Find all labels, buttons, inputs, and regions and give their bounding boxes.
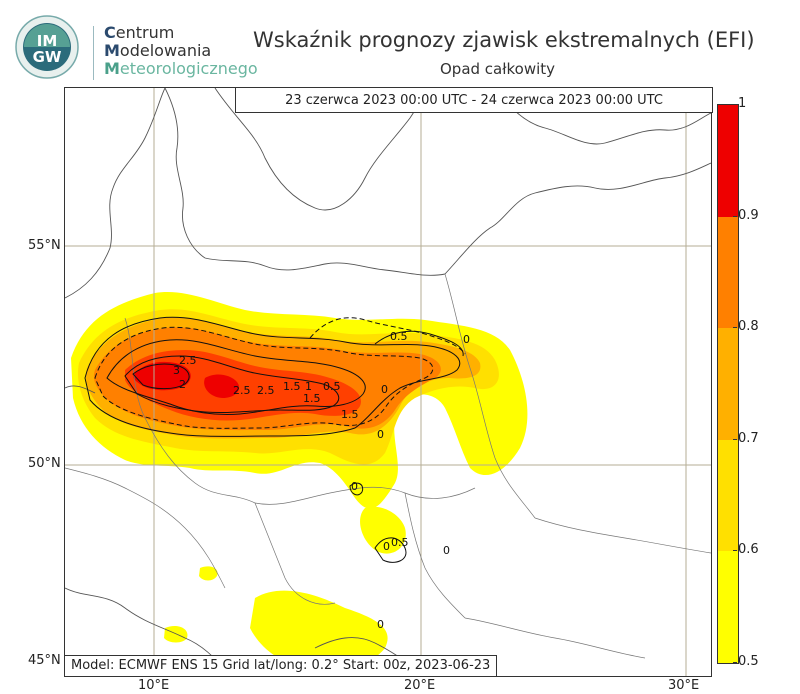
lat-label-45: 45°N: [28, 653, 61, 668]
colorbar-segment: [718, 551, 738, 663]
org-line2-cap: M: [104, 41, 120, 60]
contour-label: 2.5: [179, 354, 197, 367]
contour-label: 0: [443, 544, 450, 557]
coastlines: [65, 88, 711, 676]
page-title: Wskaźnik prognozy zjawisk ekstremalnych …: [253, 28, 755, 52]
colorbar-tick: [733, 104, 737, 105]
org-line1-cap: C: [104, 23, 116, 42]
efi-region-extra: [199, 566, 218, 581]
contour-label: 1.5: [283, 380, 301, 393]
efi-colorbar: [717, 104, 739, 664]
colorbar-label: 0.6: [738, 542, 759, 558]
contour-label: 0: [383, 540, 390, 553]
contour-label: 0.5: [323, 380, 341, 393]
efi-region-0-5c: [250, 590, 388, 670]
page-subtitle: Opad całkowity: [440, 60, 556, 78]
colorbar-segment: [718, 439, 738, 552]
contour-label: 3: [173, 364, 180, 377]
lat-label-55: 55°N: [28, 238, 61, 253]
efi-field: [71, 291, 528, 670]
lon-label-10: 10°E: [138, 678, 170, 693]
colorbar-label: 0.5: [738, 654, 759, 669]
lat-label-50: 50°N: [28, 456, 61, 471]
efi-region-1-0: [133, 361, 191, 391]
lon-label-30: 30°E: [668, 678, 700, 693]
model-info: Model: ECMWF ENS 15 Grid lat/long: 0.2° …: [64, 655, 498, 677]
contour-label: 0.5: [390, 330, 408, 343]
colorbar-tick: [733, 215, 737, 217]
map-canvas: 2.5 3 2 2.5 2.5 1.5 1 0.5 1.5 1.5 0.5 0 …: [65, 88, 711, 676]
efi-region-1-0b: [204, 374, 240, 398]
colorbar-tick: [733, 327, 737, 329]
org-line3-rest: eteorologicznego: [119, 59, 258, 78]
country-borders: [65, 273, 711, 659]
org-line3-cap: M: [104, 59, 120, 78]
logo-text-top: IM: [37, 32, 58, 50]
imgw-logo: IM GW: [15, 15, 79, 79]
colorbar-label: 0.8: [738, 319, 759, 335]
efi-region-extra2: [164, 626, 188, 643]
contour-label: 0: [377, 428, 384, 441]
contour-label: 2.5: [257, 384, 275, 397]
colorbar-tick: [733, 438, 737, 440]
colorbar-label: 0.9: [738, 207, 759, 223]
colorbar-tick: [733, 550, 737, 552]
org-line1-rest: entrum: [115, 23, 175, 42]
colorbar-label: 1: [738, 96, 747, 111]
contour-label: 0: [351, 480, 358, 493]
colorbar-tick: [733, 662, 737, 663]
org-name: Centrum Modelowania Meteorologicznego: [104, 24, 258, 78]
graticule: [65, 88, 711, 676]
contour-label: 1: [305, 380, 312, 393]
header-divider: [93, 26, 94, 80]
colorbar-segment: [718, 328, 738, 440]
contour-labels: 2.5 3 2 2.5 2.5 1.5 1 0.5 1.5 1.5 0.5 0 …: [173, 330, 470, 631]
colorbar-segment: [718, 105, 738, 217]
contour-label: 1.5: [303, 392, 321, 405]
contour-label: 2.5: [233, 384, 251, 397]
contour-label: 0.5: [391, 536, 409, 549]
forecast-date-range: 23 czerwca 2023 00:00 UTC - 24 czerwca 2…: [235, 87, 713, 113]
colorbar-segment: [718, 216, 738, 329]
efi-region-0-5b: [360, 506, 406, 554]
contour-label: 1.5: [341, 408, 359, 421]
colorbar-label: 0.7: [738, 430, 759, 446]
precip-contours: [84, 316, 466, 563]
lon-label-20: 20°E: [404, 678, 436, 693]
contour-label: 2: [179, 378, 186, 391]
contour-label: 0: [377, 618, 384, 631]
contour-label: 0: [381, 383, 388, 396]
org-line2-rest: odelowania: [119, 41, 212, 60]
contour-label: 0: [463, 333, 470, 346]
logo-text-bottom: GW: [33, 48, 62, 66]
map-area[interactable]: 2.5 3 2 2.5 2.5 1.5 1 0.5 1.5 1.5 0.5 0 …: [64, 87, 712, 677]
